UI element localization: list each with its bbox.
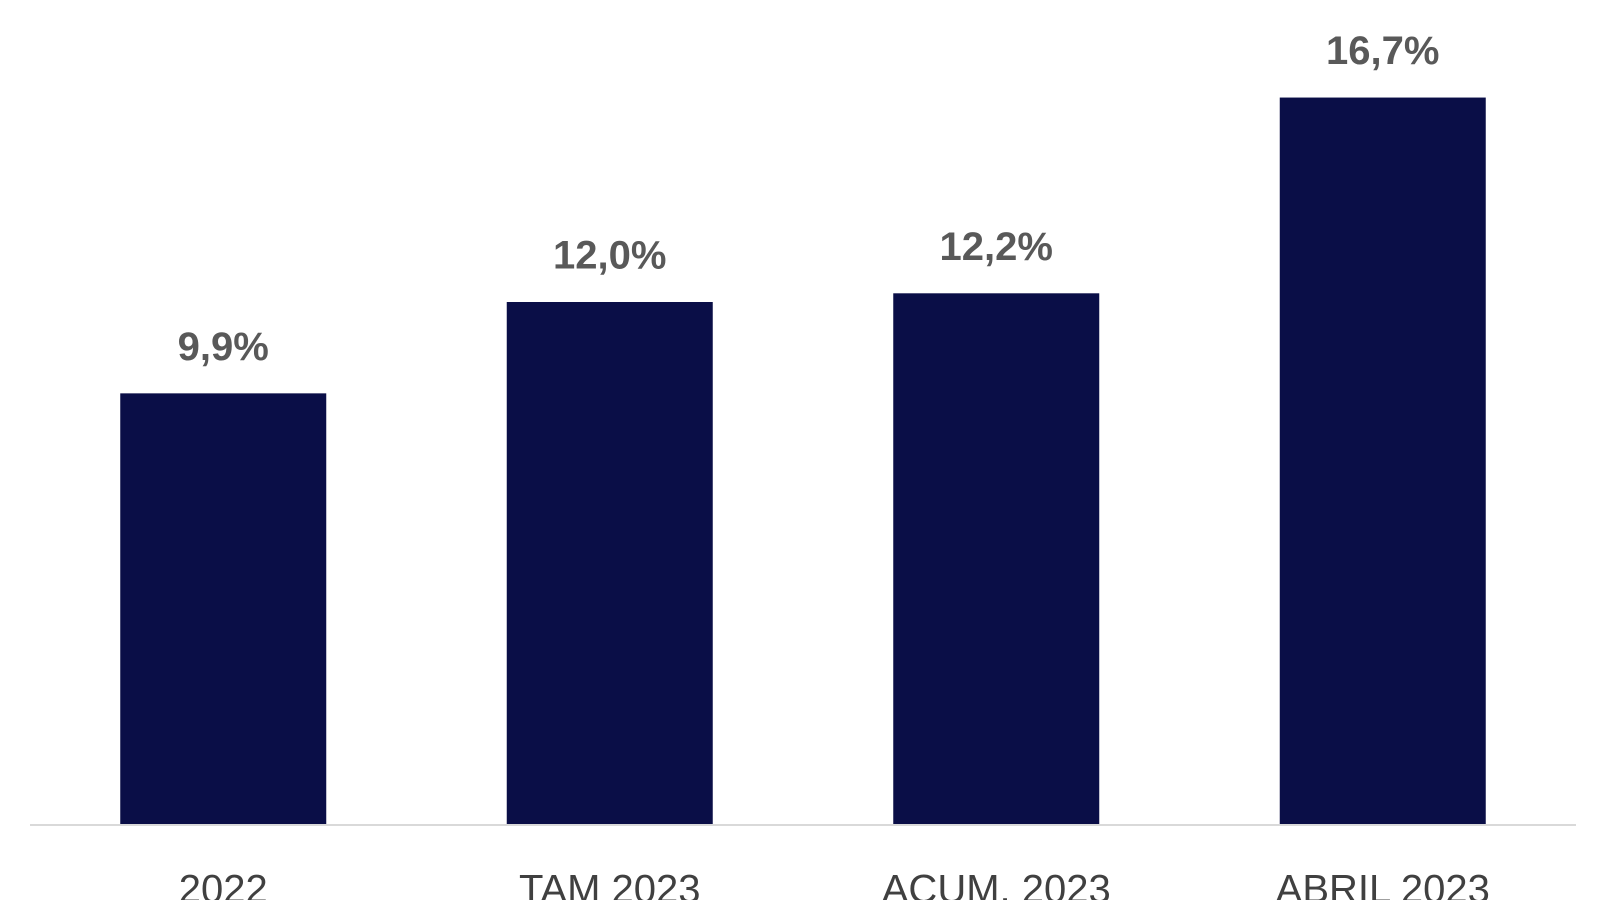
x-tick-label: TAM 2023 [519,868,701,900]
value-label: 9,9% [178,325,269,369]
value-label: 16,7% [1326,29,1439,73]
x-tick-label: ACUM. 2023 [882,868,1111,900]
x-tick-label: ABRIL 2023 [1276,868,1490,900]
x-tick-label: 2022 [179,868,268,900]
bar [1279,97,1486,825]
bar [893,293,1100,824]
value-label: 12,0% [553,234,666,278]
value-label: 12,2% [940,225,1053,269]
bar [506,302,713,824]
bar [120,393,327,824]
